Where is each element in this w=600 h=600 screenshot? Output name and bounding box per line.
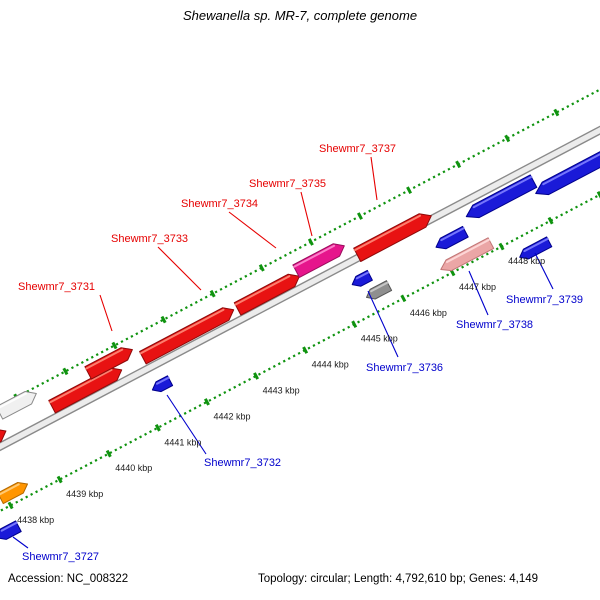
kbp-tick: [455, 160, 462, 169]
gene-label-leader: [468, 270, 489, 316]
genome-axis-edge: [0, 125, 600, 444]
lower-guide-dotted-line: [0, 193, 600, 513]
kbp-tick-label: 4442 kbp: [213, 411, 250, 421]
kbp-tick: [302, 346, 309, 354]
figure-title: Shewanella sp. MR-7, complete genome: [182, 8, 418, 23]
gene-label: Shewmr7_3739: [506, 294, 583, 306]
gene-label: Shewmr7_3735: [249, 178, 326, 190]
kbp-tick-label: 4440 kbp: [115, 463, 152, 473]
gene-arrow-highlight: [292, 244, 336, 268]
kbp-tick: [498, 242, 505, 251]
gene-arrow-highlight: [355, 271, 370, 280]
kbp-tick: [105, 449, 112, 458]
gene-arrow: [0, 429, 7, 443]
gene-arrow-highlight: [472, 175, 533, 209]
gene-arrow: [0, 482, 28, 505]
kbp-tick: [204, 398, 210, 406]
gene-arrow-Shewmr7_3733: [139, 307, 235, 365]
gene-label: Shewmr7_3733: [111, 233, 188, 245]
kbp-tick: [154, 423, 161, 432]
genome-axis: [0, 125, 600, 451]
kbp-tick: [56, 475, 63, 484]
gene-label-leader: [228, 211, 277, 249]
gene-arrow-highlight: [0, 392, 28, 409]
kbp-tick: [209, 289, 216, 298]
gene-label: Shewmr7_3734: [181, 198, 258, 210]
kbp-tick: [62, 367, 69, 376]
gene-arrow-highlight: [446, 238, 491, 263]
kbp-tick: [7, 501, 14, 510]
kbp-tick-label: 4448 kbp: [508, 256, 545, 266]
kbp-tick: [547, 216, 554, 225]
kbp-tick: [406, 186, 413, 194]
gene-arrow: [0, 391, 37, 420]
kbp-tick: [504, 134, 511, 143]
gene-label-leader: [157, 246, 202, 291]
kbp-tick: [400, 294, 407, 303]
kbp-tick: [160, 315, 167, 324]
gene-arrow-highlight: [48, 368, 113, 404]
accession-text: Accession: NC_008322: [8, 573, 129, 585]
kbp-tick-label: 4438 kbp: [17, 515, 54, 525]
gene-label-leader: [300, 191, 313, 237]
kbp-tick-label: 4441 kbp: [164, 437, 201, 447]
gene-arrow-Shewmr7_3736: [351, 269, 373, 287]
gene-label: Shewmr7_3727: [22, 551, 99, 563]
gene-label: Shewmr7_3737: [319, 143, 396, 155]
kbp-tick-label: 4446 kbp: [410, 308, 447, 318]
gene-label: Shewmr7_3732: [204, 457, 281, 469]
kbp-tick-label: 4445 kbp: [361, 334, 398, 344]
kbp-tick: [553, 108, 560, 117]
gene-label-leader: [370, 156, 378, 201]
kbp-tick: [111, 341, 118, 350]
gene-arrow-highlight: [440, 227, 465, 242]
gene-arrow: [435, 225, 469, 250]
gene-label: Shewmr7_3736: [366, 362, 443, 374]
gene-label-leader: [166, 394, 207, 455]
gene-arrow-highlight: [542, 153, 600, 186]
gene-arrow-highlight: [353, 214, 421, 252]
gene-arrow-highlight: [139, 308, 225, 355]
gene-label: Shewmr7_3731: [18, 281, 95, 293]
kbp-tick-label: 4443 kbp: [263, 386, 300, 396]
kbp-tick-label: 4439 kbp: [66, 489, 103, 499]
kbp-tick: [351, 320, 358, 329]
gene-label: Shewmr7_3738: [456, 319, 533, 331]
gene-arrow-highlight: [156, 376, 170, 385]
kbp-tick-label: 4444 kbp: [312, 360, 349, 370]
gene-arrow-highlight: [0, 483, 20, 496]
kbp-tick-label: 4447 kbp: [459, 282, 496, 292]
kbp-tick: [258, 264, 265, 272]
gene-arrow-Shewmr7_3732: [151, 375, 174, 393]
gene-label-leader: [12, 536, 29, 549]
gene-arrow-highlight: [523, 237, 549, 253]
genome-summary-text: Topology: circular; Length: 4,792,610 bp…: [258, 573, 539, 585]
genome-axis-edge: [0, 133, 600, 452]
kbp-tick: [357, 212, 363, 220]
gene-label-leader: [99, 294, 113, 332]
gene-arrow-highlight: [84, 348, 124, 370]
gene-label-leader: [367, 290, 399, 358]
figure-footer: Accession: NC_008322 Topology: circular;…: [0, 573, 600, 595]
gene-arrow-highlight: [370, 281, 389, 293]
kbp-tick: [253, 372, 260, 380]
gene-label-leader: [534, 252, 554, 290]
kbp-tick: [307, 238, 314, 246]
gene-arrow-highlight: [0, 521, 18, 532]
gene-arrow-highlight: [234, 275, 291, 306]
gene-arrow-Shewmr7_3737: [353, 213, 432, 262]
upper-guide-dotted-line: [0, 88, 600, 408]
